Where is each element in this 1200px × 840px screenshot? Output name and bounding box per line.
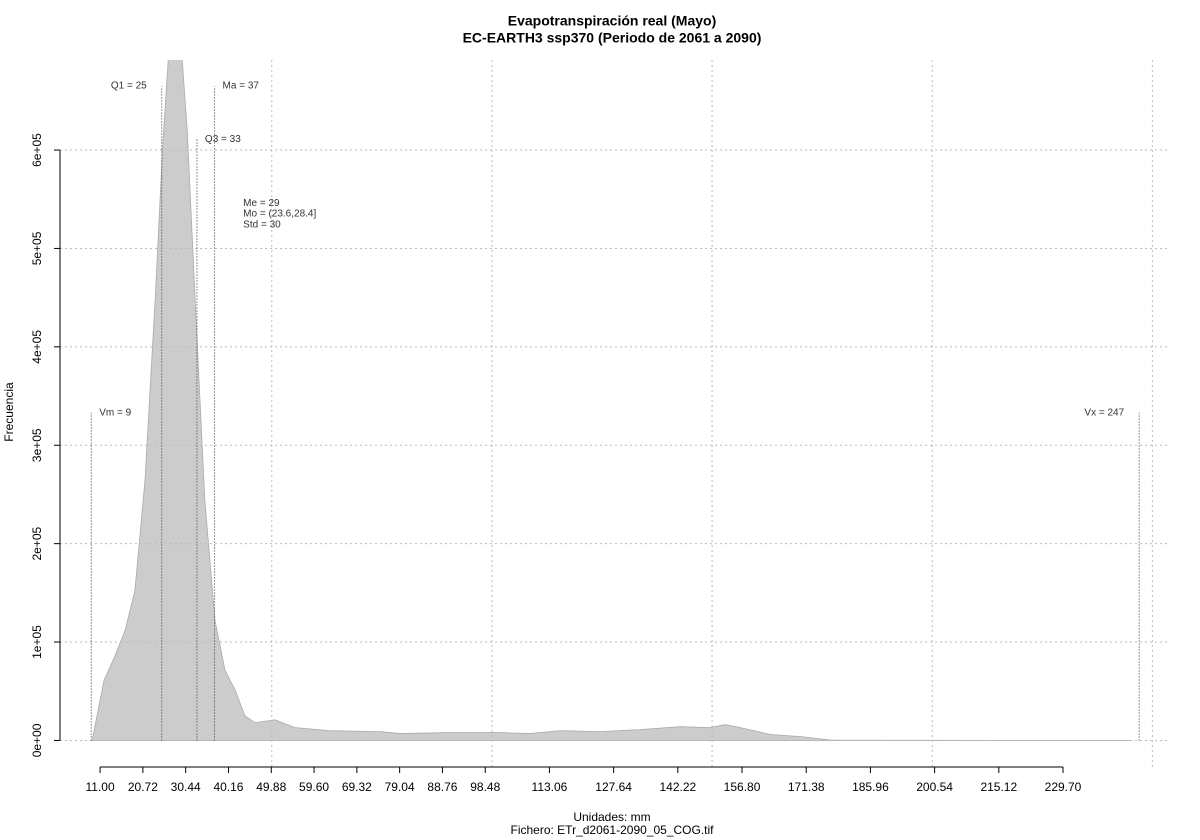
y-tick-label: 0e+00 [30,723,44,757]
x-tick-label: 229.70 [1045,780,1082,794]
x-tick-label: 171.38 [788,780,825,794]
stat-label: Mo = (23.6,28.4] [243,209,316,220]
stat-label: Ma = 37 [223,81,260,92]
x-tick-label: 40.16 [213,780,243,794]
x-tick-label: 11.00 [85,780,114,794]
density-area [91,60,1130,741]
x-tick-label: 49.88 [256,780,286,794]
y-axis-label: Frecuencia [2,382,16,442]
y-tick-label: 6e+05 [30,133,44,167]
x-tick-label: 20.72 [128,780,158,794]
x-tick-label: 98.48 [470,780,500,794]
chart-subtitle: EC-EARTH3 ssp370 (Periodo de 2061 a 2090… [463,30,762,46]
stat-label: Q3 = 33 [205,134,241,145]
x-axis-label: Unidades: mm [573,810,650,824]
x-tick-label: 215.12 [980,780,1017,794]
plot-area [91,60,1130,741]
x-tick-label: 59.60 [299,780,329,794]
y-tick-label: 2e+05 [30,526,44,560]
x-tick-label: 79.04 [385,780,415,794]
x-tick-label: 113.06 [532,780,568,794]
x-tick-label: 185.96 [852,780,889,794]
y-tick-label: 4e+05 [30,330,44,364]
x-tick-label: 88.76 [427,780,457,794]
x-tick-label: 156.80 [724,780,761,794]
x-tick-label: 30.44 [171,780,201,794]
stat-label: Vm = 9 [99,407,131,418]
y-tick-label: 1e+05 [30,625,44,659]
y-tick-label: 3e+05 [30,428,44,462]
x-tick-label: 127.64 [595,780,632,794]
x-tick-label: 142.22 [659,780,696,794]
y-tick-label: 5e+05 [30,231,44,265]
stat-label: Me = 29 [243,198,280,209]
stat-label: Vx = 247 [1084,407,1124,418]
stat-label: Q1 = 25 [111,81,147,92]
stat-label: Std = 30 [243,219,281,230]
x-tick-label: 200.54 [916,780,953,794]
chart-title: Evapotranspiración real (Mayo) [508,13,717,29]
x-tick-label: 69.32 [342,780,372,794]
footnote: Fichero: ETr_d2061-2090_05_COG.tif [511,823,715,837]
